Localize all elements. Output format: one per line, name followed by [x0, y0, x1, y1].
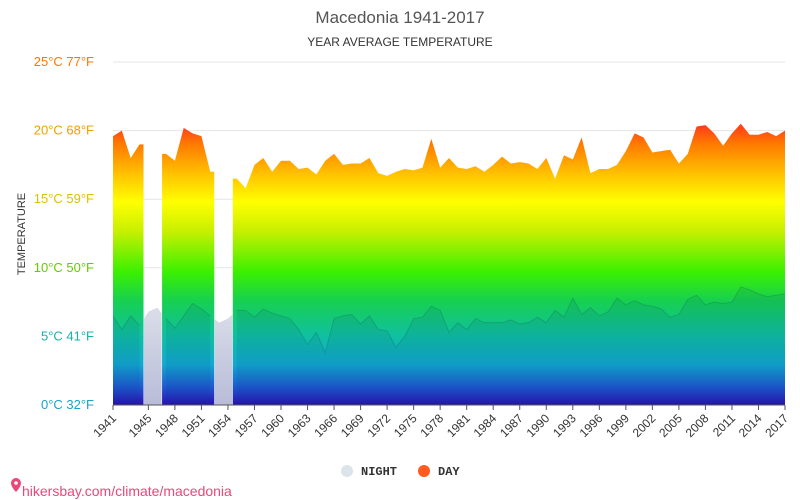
night-gap-band-0 — [143, 307, 162, 405]
day-area-segment-2 — [232, 123, 785, 406]
night-area — [112, 286, 786, 405]
x-tick-label: 1996 — [577, 411, 606, 440]
night-series-line-1 — [165, 302, 211, 329]
x-tick-label: 1963 — [285, 411, 314, 440]
y-tick-label: 0°C 32°F — [41, 397, 94, 412]
night-gap-band-1 — [214, 314, 233, 405]
x-tick-label: 1951 — [179, 411, 208, 440]
x-tick-label: 1990 — [524, 411, 553, 440]
x-tick-label: 2002 — [630, 411, 659, 440]
chart-title: Macedonia 1941-2017 — [315, 8, 484, 27]
x-tick-label: 1981 — [444, 411, 473, 440]
axes — [112, 404, 786, 410]
day-area-segment-1 — [162, 127, 215, 405]
x-tick-label: 1957 — [232, 411, 261, 440]
legend: NIGHT DAY — [341, 465, 460, 479]
map-pin-icon — [11, 478, 21, 492]
legend-item-night[interactable]: NIGHT — [341, 465, 397, 479]
chart-subtitle: YEAR AVERAGE TEMPERATURE — [307, 35, 492, 49]
x-tick-label: 1999 — [603, 411, 632, 440]
x-axis-labels: 1941 194519481951195419571960196319661969… — [90, 411, 791, 440]
x-tick-label: 1966 — [311, 411, 340, 440]
y-axis-labels: 0°C 32°F 5°C 41°F 10°C 50°F 15°C 59°F 20°C 6… — [34, 54, 94, 412]
x-tick-label: 1954 — [205, 411, 234, 440]
x-tick-label: 1945 — [126, 411, 155, 440]
x-tick-label: 1975 — [391, 411, 420, 440]
night-series-line-0 — [112, 315, 140, 331]
watermark[interactable]: hikersbay.com/climate/macedonia — [11, 478, 232, 499]
x-tick-label: 1984 — [471, 411, 500, 440]
y-tick-label: 15°C 59°F — [34, 191, 94, 206]
legend-day-label: DAY — [438, 465, 460, 479]
day-area — [113, 123, 785, 406]
day-area-segment-0 — [113, 130, 144, 405]
x-tick-label: 1941 — [90, 411, 119, 440]
x-tick-label: 1987 — [497, 411, 526, 440]
x-tick-label: 1948 — [152, 411, 181, 440]
y-axis-title: TEMPERATURE — [16, 193, 28, 275]
legend-night-swatch — [341, 465, 353, 477]
legend-item-day[interactable]: DAY — [418, 465, 460, 479]
x-tick-label: 2014 — [736, 411, 765, 440]
x-tick-label: 1969 — [338, 411, 367, 440]
watermark-text[interactable]: hikersbay.com/climate/macedonia — [22, 483, 232, 499]
x-tick-label: 2005 — [656, 411, 685, 440]
legend-night-label: NIGHT — [361, 465, 397, 479]
night-series-line-2 — [236, 286, 786, 355]
x-tick-label: 1972 — [364, 411, 393, 440]
y-tick-label: 20°C 68°F — [34, 123, 94, 138]
x-tick-label: 1960 — [258, 411, 287, 440]
night-gap-bands — [143, 307, 233, 405]
y-tick-label: 25°C 77°F — [34, 54, 94, 69]
night-series-area-0 — [113, 315, 140, 405]
chart-header: Macedonia 1941-2017 YEAR AVERAGE TEMPERA… — [307, 8, 492, 49]
y-tick-label: 5°C 41°F — [41, 328, 94, 343]
night-series-area-2 — [236, 287, 785, 405]
map-pin-dot — [14, 481, 18, 485]
night-series-area-1 — [166, 303, 211, 405]
x-tick-label: 1978 — [417, 411, 446, 440]
x-tick-label: 2008 — [683, 411, 712, 440]
y-tick-label: 10°C 50°F — [34, 260, 94, 275]
x-tick-label: 2011 — [710, 411, 738, 439]
x-tick-label: 1993 — [550, 411, 579, 440]
legend-day-swatch — [418, 465, 430, 477]
x-tick-label: 2017 — [762, 411, 791, 440]
